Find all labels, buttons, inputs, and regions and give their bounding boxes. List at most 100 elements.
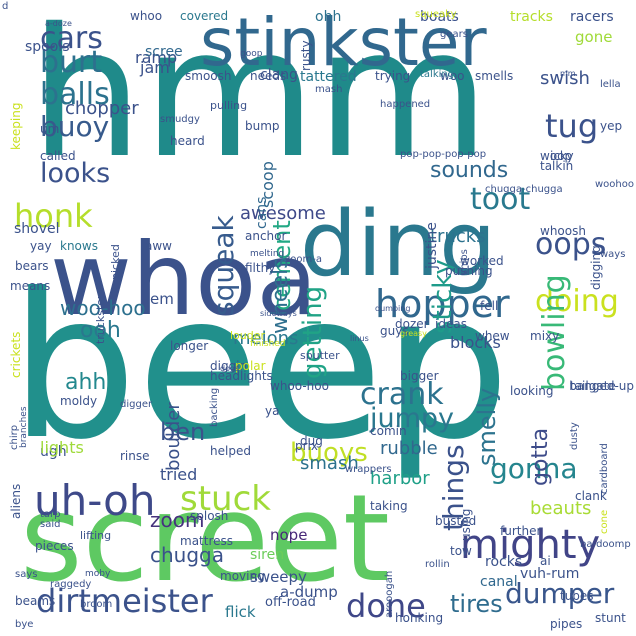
word-honking: honking [395,611,444,625]
word-knows: knows [60,239,98,253]
word-a-doze: a-doze [45,19,72,28]
word-boulder: boulder [163,401,184,471]
word-dumper: dumper [505,577,615,610]
word-whew: whew [475,329,510,343]
word-crickets: crickets [9,331,23,378]
word-splosh: splosh [190,509,229,523]
word-flick: flick [225,603,256,621]
word-stunt: stunt [595,611,626,625]
word-hopper: hopper [375,282,510,326]
word-buoy: buoy [40,110,110,143]
word-gotta: gotta [528,427,553,486]
word-ba-doomp: ba-doomp [580,539,631,550]
word-jumpy: jumpy [370,403,455,434]
word-heard: heard [170,134,205,148]
word-vuh-rum: vuh-rum [520,566,580,582]
word-rocks: rocks [485,554,523,570]
word-ideas: ideas [435,317,467,331]
word-off-road: off-road [265,595,316,610]
word-backing: backing [209,387,220,427]
word-mash: mash [315,84,343,95]
word-prix: prix [295,439,318,453]
word-moldy: moldy [60,394,98,408]
word-dusty: dusty [569,422,580,450]
word-arooogah: arooogah [384,570,395,618]
word-whoa: whoa [50,221,318,338]
word-dirtmeister: dirtmeister [36,582,213,620]
word-pipes: pipes [550,617,583,631]
word-chugga: chugga [150,543,224,567]
word-ooh: ooh [80,318,121,343]
word-finished: finished [250,339,286,349]
word-helped: helped [210,444,251,458]
word-zoom: zoom [150,508,205,532]
word-busted: busted [435,514,477,528]
word-siren: siren [250,547,285,563]
word-dozer: dozer [395,317,429,331]
word-clang: clang [260,67,298,83]
word-gears: gears [440,29,468,40]
word-banged-up: banged-up [569,379,634,393]
word-cans: cans [254,196,270,229]
word-pushing: pushing [445,264,493,278]
word-mighty: mighty [460,522,601,568]
word-beauts: beauts [530,498,592,519]
word-sweepy: sweepy [250,568,307,586]
word-broom: broom [80,599,113,610]
word-smudgy: smudgy [160,114,200,125]
word-ben: ben [160,418,206,446]
word-smash: smash [300,453,359,474]
word-tubes: tubes [560,589,594,603]
word-yay: yay [30,239,52,253]
word-rinse: rinse [120,449,150,463]
word-chopper: chopper [65,98,139,119]
word-crank: crank [360,377,444,412]
word-d: d [2,1,9,12]
word-rusty: rusty [299,40,313,71]
word-dogs: dogs [220,364,240,373]
word-cardboard: cardboard [599,443,610,494]
word-digger: digger [120,399,153,410]
word-raggedy: raggedy [50,579,92,590]
word-sounds: sounds [430,158,509,183]
word-polar: polar [235,359,266,373]
word-beep: beep [10,251,510,484]
word-tattered: tattered [300,69,357,85]
word-truckster: truckster [94,294,107,345]
word-stinkster: stinkster [200,4,487,81]
word-squeak: squeak [207,215,240,316]
word-trucks: trucks [430,226,486,247]
word-tried: tried [160,465,198,484]
word-screet: screet [20,470,390,609]
word-clank: clank [575,489,607,503]
word-swish: swish [540,68,590,89]
word-longer: longer [170,339,209,353]
word-lights: lights [40,438,84,457]
word-rubble: rubble [380,438,438,459]
word-stuck: stuck [180,479,271,519]
word-woo-hoo: woo-hoo [60,296,146,320]
word-gonna: gonna [490,452,578,485]
word-scree: scree [145,44,183,60]
word-wrappers: wrappers [345,464,392,475]
word-gone: gone [575,28,613,46]
word-smelly: smelly [473,388,501,467]
word-doing: doing [535,284,619,319]
word-sideways: sideways [260,309,297,318]
word-said: said [40,519,61,530]
word-buoys: buoys [290,438,368,468]
word-uh-oh: uh-oh [34,476,156,525]
word-anchor: anchor [245,229,287,243]
word-cone: cone [599,509,610,534]
word-comin: comin [370,424,407,438]
word-sputter: sputter [300,349,340,362]
word-filthy: filthy [245,261,276,275]
word-talkin: talkin [540,159,574,173]
word-linus: linus [350,334,369,343]
word-woohoo: woohoo [595,179,634,190]
word-keeping: keeping [9,102,23,151]
word-talking: talking [420,69,455,80]
word-tracks: tracks [510,9,553,25]
word-jam: jam [140,58,170,77]
